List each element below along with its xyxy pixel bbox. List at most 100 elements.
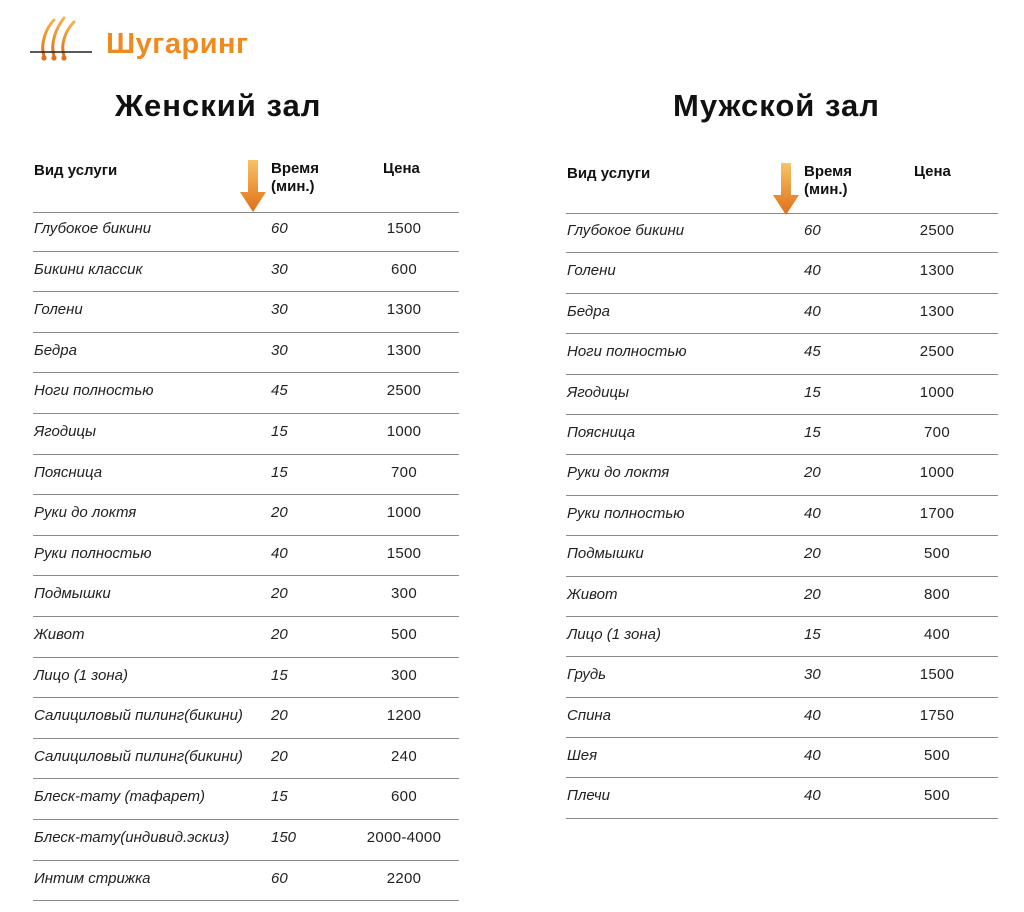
service-cell: Поясница xyxy=(567,423,636,441)
table-row: Спина 40 1750 xyxy=(566,698,998,739)
price-cell: 500 xyxy=(924,787,950,805)
women-table-header: Вид услуги Время (мин.) Цена xyxy=(33,160,459,213)
price-cell: 400 xyxy=(924,625,950,643)
time-cell: 45 xyxy=(804,343,821,361)
price-cell: 240 xyxy=(391,747,417,765)
service-cell: Лицо (1 зона) xyxy=(567,625,661,643)
table-row: Подмышки 20 500 xyxy=(566,536,998,577)
time-cell: 40 xyxy=(804,262,821,280)
service-cell: Блеск-тату(индивид.эскиз) xyxy=(34,828,230,846)
price-cell: 2200 xyxy=(386,869,422,887)
table-row: Руки полностью 40 1700 xyxy=(566,496,998,537)
price-cell: 300 xyxy=(391,585,417,603)
brand-title: Шугаринг xyxy=(106,28,249,60)
brand-header: Шугаринг xyxy=(30,14,350,64)
price-cell: 1300 xyxy=(919,302,955,320)
price-cell: 1300 xyxy=(386,301,422,319)
time-cell: 15 xyxy=(271,666,288,684)
service-cell: Салициловый пилинг(бикини) xyxy=(34,747,243,765)
service-cell: Бедра xyxy=(567,302,610,320)
price-cell: 2000-4000 xyxy=(366,828,442,846)
table-row: Голени 40 1300 xyxy=(566,253,998,294)
service-cell: Лицо (1 зона) xyxy=(34,666,128,684)
service-cell: Бикини классик xyxy=(34,260,143,278)
table-row: Руки до локтя 20 1000 xyxy=(566,455,998,496)
service-cell: Интим стрижка xyxy=(34,869,151,887)
service-cell: Плечи xyxy=(567,787,610,805)
time-column-header: Время (мин.) xyxy=(271,160,319,196)
table-row: Живот 20 800 xyxy=(566,577,998,617)
time-cell: 40 xyxy=(271,544,288,562)
table-row: Голени 30 1300 xyxy=(33,292,459,333)
table-row: Руки до локтя 20 1000 xyxy=(33,495,459,536)
table-row: Интим стрижка 60 2200 xyxy=(33,861,459,902)
price-cell: 1300 xyxy=(386,341,422,359)
time-cell: 15 xyxy=(804,625,821,643)
men-table-header: Вид услуги Время (мин.) Цена xyxy=(566,163,998,215)
time-cell: 150 xyxy=(271,828,297,846)
time-cell: 60 xyxy=(271,869,288,887)
price-cell: 1500 xyxy=(386,544,422,562)
price-cell: 700 xyxy=(924,423,950,441)
table-row: Поясница 15 700 xyxy=(33,455,459,496)
service-cell: Руки полностью xyxy=(567,504,685,522)
time-cell: 60 xyxy=(271,220,288,237)
time-cell: 40 xyxy=(804,302,821,320)
time-column-header: Время (мин.) xyxy=(804,163,852,199)
service-cell: Шея xyxy=(567,747,598,765)
price-cell: 1000 xyxy=(386,422,422,440)
service-column-header: Вид услуги xyxy=(567,165,651,182)
price-cell: 1500 xyxy=(386,220,422,237)
service-cell: Блеск-тату (тафарет) xyxy=(34,788,206,806)
time-cell: 15 xyxy=(271,463,288,481)
service-cell: Голени xyxy=(34,301,83,319)
price-cell: 1000 xyxy=(919,383,955,401)
table-row: Ягодицы 15 1000 xyxy=(566,375,998,415)
table-row: Бедра 30 1300 xyxy=(33,333,459,374)
service-cell: Ноги полностью xyxy=(567,343,687,361)
time-cell: 30 xyxy=(271,341,288,359)
time-header-line1: Время xyxy=(804,163,852,180)
arrow-down-icon xyxy=(773,163,799,215)
service-cell: Ноги полностью xyxy=(34,382,154,400)
table-row: Ноги полностью 45 2500 xyxy=(33,373,459,414)
arrow-down-icon xyxy=(240,160,266,212)
time-cell: 20 xyxy=(271,625,288,643)
price-cell: 1750 xyxy=(919,706,955,724)
price-cell: 600 xyxy=(391,788,417,806)
price-cell: 500 xyxy=(391,625,417,643)
price-cell: 800 xyxy=(924,585,950,603)
price-cell: 1300 xyxy=(919,262,955,280)
service-cell: Голени xyxy=(567,262,616,280)
service-column-header: Вид услуги xyxy=(34,162,118,179)
table-row: Ягодицы 15 1000 xyxy=(33,414,459,455)
table-row: Бедра 40 1300 xyxy=(566,294,998,335)
time-cell: 60 xyxy=(804,222,821,239)
service-cell: Поясница xyxy=(34,463,103,481)
price-cell: 2500 xyxy=(919,343,955,361)
service-cell: Глубокое бикини xyxy=(34,220,152,237)
table-row: Руки полностью 40 1500 xyxy=(33,536,459,577)
time-cell: 45 xyxy=(271,382,288,400)
service-cell: Живот xyxy=(34,625,85,643)
table-row: Блеск-тату (тафарет) 15 600 xyxy=(33,779,459,820)
time-cell: 15 xyxy=(804,423,821,441)
price-cell: 700 xyxy=(391,463,417,481)
time-cell: 40 xyxy=(804,787,821,805)
service-cell: Руки до локтя xyxy=(567,464,670,482)
table-row: Живот 20 500 xyxy=(33,617,459,658)
time-cell: 20 xyxy=(271,707,288,725)
time-cell: 30 xyxy=(804,666,821,684)
time-header-line2: (мин.) xyxy=(271,178,315,195)
service-cell: Глубокое бикини xyxy=(567,222,685,239)
sugar-strands-icon xyxy=(30,16,92,61)
table-row: Салициловый пилинг(бикини) 20 1200 xyxy=(33,698,459,739)
table-row: Салициловый пилинг(бикини) 20 240 xyxy=(33,739,459,780)
time-cell: 15 xyxy=(271,422,288,440)
service-cell: Грудь xyxy=(567,666,607,684)
price-cell: 1000 xyxy=(919,464,955,482)
price-cell: 300 xyxy=(391,666,417,684)
service-cell: Бедра xyxy=(34,341,77,359)
service-cell: Салициловый пилинг(бикини) xyxy=(34,707,243,725)
price-column-header: Цена xyxy=(383,160,420,177)
